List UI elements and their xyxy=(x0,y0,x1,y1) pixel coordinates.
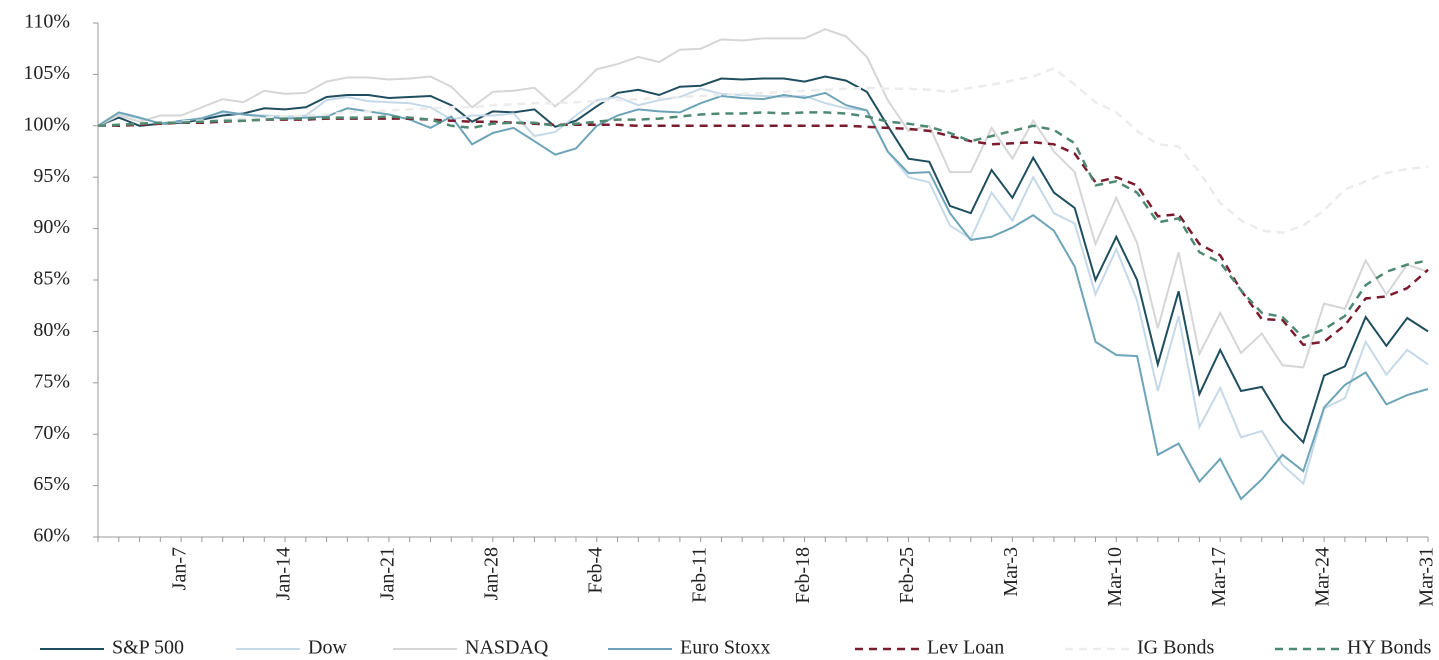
y-tick-label: 75% xyxy=(33,370,70,392)
y-tick-label: 110% xyxy=(24,11,70,33)
x-tick-label: Mar-24 xyxy=(1312,547,1334,607)
x-tick-label: Jan-21 xyxy=(377,547,399,600)
y-tick-label: 70% xyxy=(33,422,70,444)
series-line xyxy=(97,28,1429,369)
x-tick-label: Mar-17 xyxy=(1208,547,1230,607)
x-tick-label: Feb-4 xyxy=(584,547,606,594)
y-tick-label: 95% xyxy=(33,165,70,187)
series-line xyxy=(98,117,1429,347)
x-tick-label: Mar-3 xyxy=(1000,547,1022,597)
legend-label: IG Bonds xyxy=(1137,637,1214,659)
y-tick-label: 105% xyxy=(23,62,70,84)
x-tick-label: Mar-31 xyxy=(1416,547,1438,607)
x-tick-label: Jan-7 xyxy=(169,547,191,590)
y-tick-label: 90% xyxy=(33,216,70,238)
x-tick-label: Feb-25 xyxy=(896,547,918,604)
legend-label: S&P 500 xyxy=(112,637,184,659)
x-tick-label: Feb-18 xyxy=(792,547,814,604)
x-tick-label: Feb-11 xyxy=(688,547,710,603)
x-tick-label: Jan-28 xyxy=(480,547,502,600)
y-tick-label: 80% xyxy=(33,319,70,341)
legend-label: NASDAQ xyxy=(465,637,549,659)
y-tick-label: 65% xyxy=(33,473,70,495)
y-tick-label: 100% xyxy=(23,113,70,135)
y-tick-label: 85% xyxy=(33,268,70,290)
x-tick-label: Mar-10 xyxy=(1104,547,1126,607)
series-line xyxy=(97,91,1429,501)
series-line xyxy=(97,75,1429,445)
x-tick-label: Jan-14 xyxy=(273,547,295,600)
legend-label: Lev Loan xyxy=(927,637,1004,659)
series-line xyxy=(97,66,1429,234)
series-line xyxy=(97,87,1429,486)
legend-label: HY Bonds xyxy=(1347,637,1431,659)
legend-label: Dow xyxy=(308,637,347,659)
y-tick-label: 60% xyxy=(33,525,70,547)
legend-label: Euro Stoxx xyxy=(680,637,771,659)
series-line xyxy=(97,111,1429,340)
